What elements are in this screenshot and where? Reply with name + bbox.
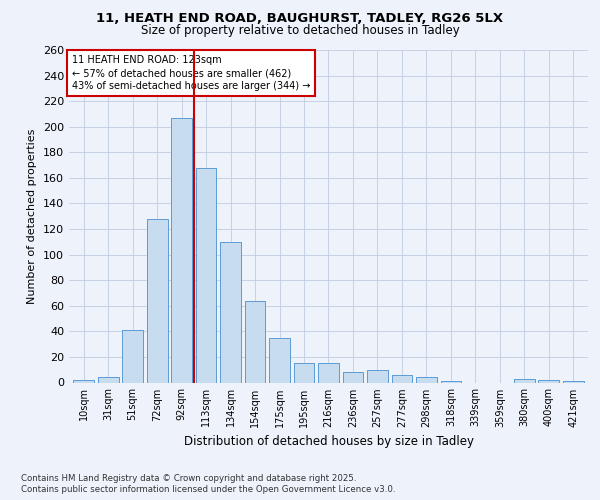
Bar [343, 372, 364, 382]
Bar [538, 380, 559, 382]
Bar [98, 378, 119, 382]
Text: Contains public sector information licensed under the Open Government Licence v3: Contains public sector information licen… [21, 485, 395, 494]
Bar [514, 378, 535, 382]
X-axis label: Distribution of detached houses by size in Tadley: Distribution of detached houses by size … [184, 435, 473, 448]
Bar [440, 381, 461, 382]
Bar [367, 370, 388, 382]
Text: 11 HEATH END ROAD: 123sqm
← 57% of detached houses are smaller (462)
43% of semi: 11 HEATH END ROAD: 123sqm ← 57% of detac… [71, 55, 310, 92]
Bar [392, 375, 412, 382]
Bar [220, 242, 241, 382]
Bar [293, 364, 314, 382]
Text: Contains HM Land Registry data © Crown copyright and database right 2025.: Contains HM Land Registry data © Crown c… [21, 474, 356, 483]
Y-axis label: Number of detached properties: Number of detached properties [28, 128, 37, 304]
Text: Size of property relative to detached houses in Tadley: Size of property relative to detached ho… [140, 24, 460, 37]
Bar [73, 380, 94, 382]
Bar [147, 219, 167, 382]
Bar [122, 330, 143, 382]
Bar [269, 338, 290, 382]
Bar [416, 378, 437, 382]
Bar [318, 364, 339, 382]
Bar [196, 168, 217, 382]
Bar [245, 300, 265, 382]
Bar [563, 381, 584, 382]
Text: 11, HEATH END ROAD, BAUGHURST, TADLEY, RG26 5LX: 11, HEATH END ROAD, BAUGHURST, TADLEY, R… [97, 12, 503, 26]
Bar [171, 118, 192, 382]
